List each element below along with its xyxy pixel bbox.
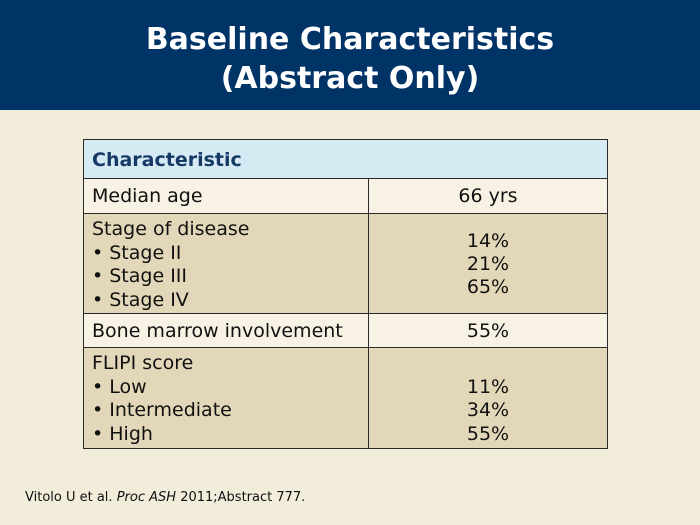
row-label-cell: Median age bbox=[84, 179, 369, 213]
row-label: Stage of disease bbox=[92, 218, 250, 240]
table-header-label: Characteristic bbox=[92, 149, 242, 171]
characteristics-table: Characteristic Median age 66 yrs Stage o… bbox=[83, 139, 608, 449]
table-header-row: Characteristic bbox=[84, 140, 607, 179]
row-label: Bone marrow involvement bbox=[92, 320, 343, 342]
citation-journal: Proc ASH bbox=[116, 490, 177, 505]
row-label-cell: Bone marrow involvement bbox=[84, 314, 369, 347]
row-value-cell: 66 yrs bbox=[369, 179, 607, 213]
table-row-median-age: Median age 66 yrs bbox=[84, 179, 607, 214]
list-item: Stage III bbox=[92, 264, 187, 288]
row-value-cell: 14% 21% 65% bbox=[369, 214, 607, 313]
row-value-cell: 55% bbox=[369, 314, 607, 347]
row-label-cell: FLIPI score Low Intermediate High bbox=[84, 348, 369, 448]
citation: Vitolo U et al. Proc ASH 2011;Abstract 7… bbox=[25, 490, 305, 506]
table-row-stage-of-disease: Stage of disease Stage II Stage III Stag… bbox=[84, 214, 607, 314]
slide-title-line-2: (Abstract Only) bbox=[220, 61, 480, 96]
citation-details: 2011;Abstract 777. bbox=[180, 490, 306, 505]
list-item: High bbox=[92, 422, 153, 446]
row-value-cell: 11% 34% 55% bbox=[369, 348, 607, 448]
row-value: 55% bbox=[466, 320, 510, 342]
row-label-cell: Stage of disease Stage II Stage III Stag… bbox=[84, 214, 369, 313]
citation-authors: Vitolo U et al. bbox=[25, 490, 113, 505]
slide-title-line-1: Baseline Characteristics bbox=[145, 22, 555, 57]
row-value: 21% bbox=[466, 253, 510, 275]
list-item: Low bbox=[92, 375, 146, 399]
list-item: Stage IV bbox=[92, 288, 189, 312]
row-value: 65% bbox=[466, 276, 510, 298]
row-value: 11% bbox=[466, 376, 510, 398]
row-value: 34% bbox=[466, 399, 510, 421]
row-label: FLIPI score bbox=[92, 352, 194, 374]
table-row-bone-marrow: Bone marrow involvement 55% bbox=[84, 314, 607, 348]
row-value: 14% bbox=[466, 230, 510, 252]
title-bar: Baseline Characteristics (Abstract Only) bbox=[0, 0, 700, 110]
row-value: 66 yrs bbox=[458, 185, 518, 207]
list-item: Stage II bbox=[92, 241, 181, 265]
row-value: 55% bbox=[466, 423, 510, 445]
list-item: Intermediate bbox=[92, 398, 232, 422]
table-row-flipi-score: FLIPI score Low Intermediate High 11% 34… bbox=[84, 348, 607, 448]
row-label: Median age bbox=[92, 185, 203, 207]
